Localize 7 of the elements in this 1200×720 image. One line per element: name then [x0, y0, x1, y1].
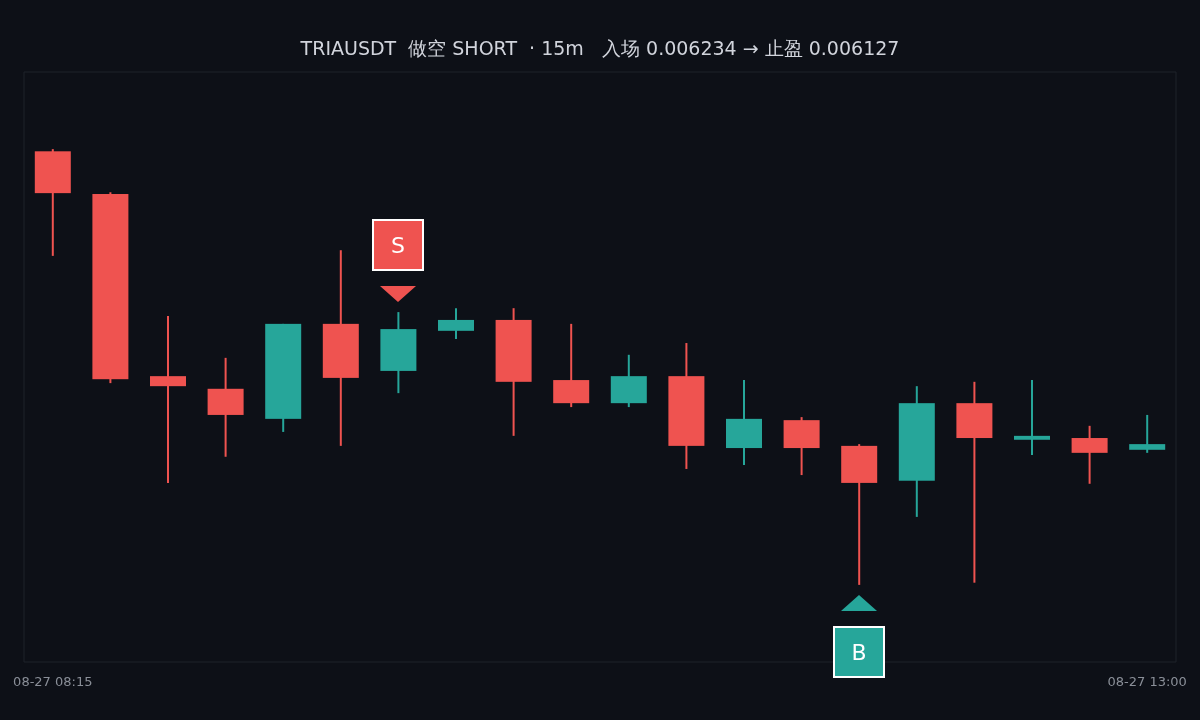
- candlestick: [150, 315, 186, 484]
- x-tick-label: 08-27 08:15: [13, 674, 93, 689]
- x-tick-label: 08-27 13:00: [1107, 674, 1187, 689]
- annotation: S: [391, 233, 405, 258]
- chart-title: TRIAUSDT 做空 SHORT · 15m 入场 0.006234 → 止盈 0.006127: [299, 37, 900, 59]
- candlestick: [1014, 379, 1050, 457]
- candlestick: [1129, 413, 1166, 454]
